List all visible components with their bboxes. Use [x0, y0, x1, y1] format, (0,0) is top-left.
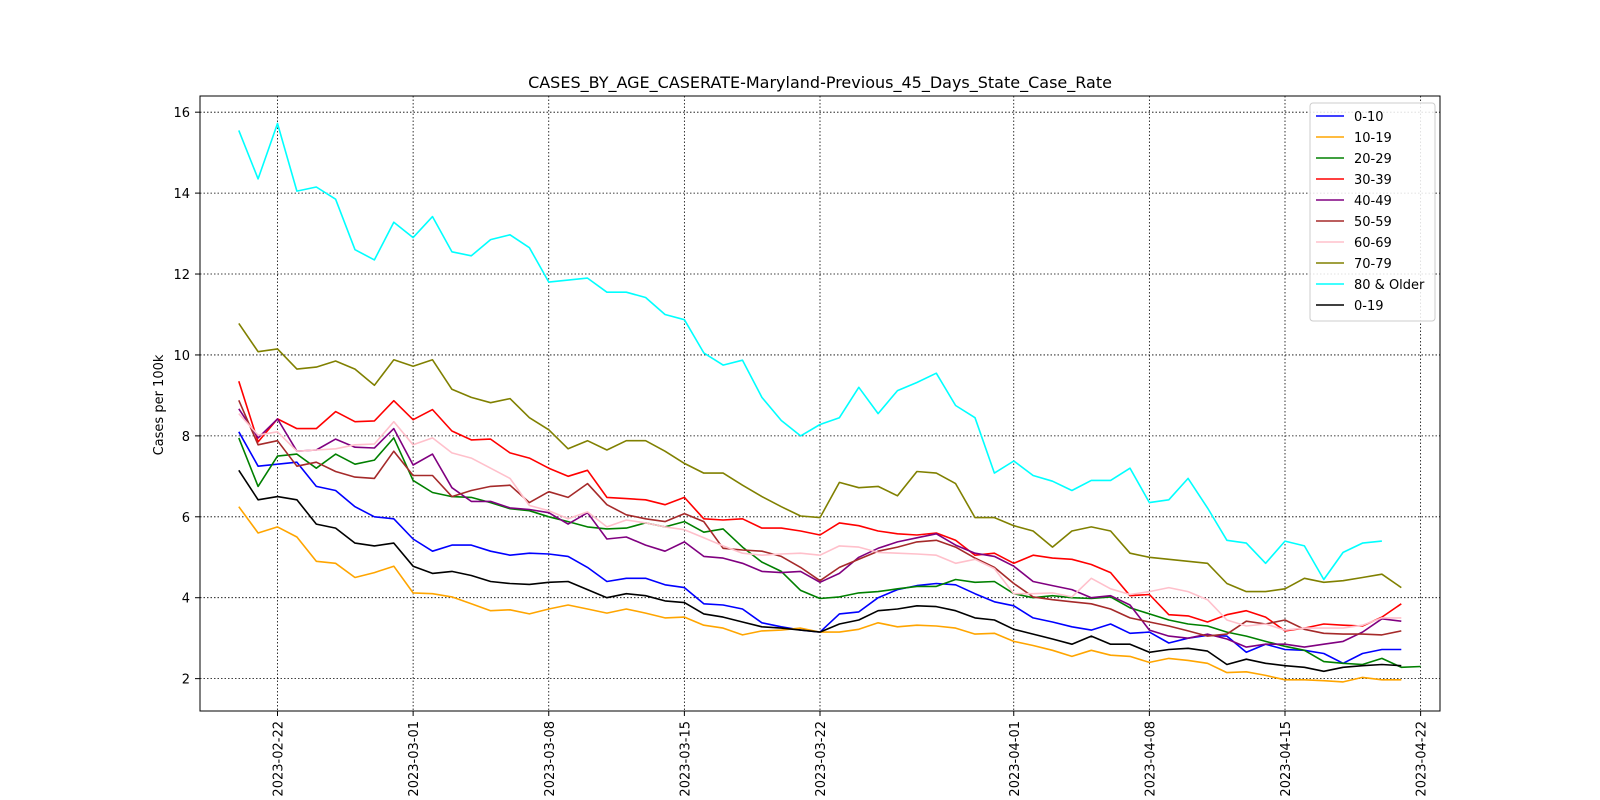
series-line-40-49 — [238, 408, 1402, 648]
legend-label: 40-49 — [1354, 194, 1392, 209]
x-tick-label: 2023-04-15 — [1279, 721, 1294, 797]
legend-label: 30-39 — [1354, 173, 1392, 188]
axes: 2 4 6 8 10 12 14 16 2023-02-22 2023-03-01 2023-03-… — [173, 106, 1429, 796]
x-tick-label: 2023-04-08 — [1143, 721, 1158, 797]
legend-label: 50-59 — [1354, 215, 1392, 230]
chart-title: CASES_BY_AGE_CASERATE-Maryland-Previous_… — [528, 73, 1112, 93]
y-tick-label: 2 — [182, 673, 190, 688]
series-line-30-39 — [238, 380, 1402, 632]
legend-label: 0-19 — [1354, 299, 1384, 314]
series-line-50-59 — [238, 399, 1402, 637]
y-tick-label: 8 — [182, 430, 190, 445]
legend-label: 10-19 — [1354, 131, 1392, 146]
series-line-0-19 — [238, 469, 1402, 673]
legend-label: 20-29 — [1354, 152, 1392, 167]
legend-label: 70-79 — [1354, 257, 1392, 272]
x-tick-label: 2023-04-22 — [1415, 721, 1430, 797]
y-tick-label: 14 — [173, 187, 190, 202]
legend: 0-10 10-19 20-29 30-39 40-49 50-59 60-69 70-79 8… — [1309, 102, 1436, 322]
y-axis-label: Cases per 100k — [152, 354, 167, 455]
x-tick-label: 2023-03-22 — [814, 721, 829, 797]
y-tick-label: 4 — [182, 592, 190, 607]
x-tick-label: 2023-03-08 — [543, 721, 558, 797]
y-tick-label: 16 — [173, 106, 190, 121]
legend-label: 0-10 — [1354, 110, 1384, 125]
series-layer — [238, 122, 1421, 683]
y-tick-label: 12 — [173, 268, 190, 283]
x-tick-label: 2023-03-01 — [407, 721, 422, 797]
x-tick-label: 2023-02-22 — [272, 721, 287, 797]
x-tick-label: 2023-03-15 — [678, 721, 693, 797]
legend-label: 60-69 — [1354, 236, 1392, 251]
series-line-70-79 — [238, 322, 1402, 593]
series-line-20-29 — [238, 437, 1421, 669]
legend-label: 80 & Older — [1354, 278, 1425, 293]
y-tick-label: 6 — [182, 511, 190, 526]
x-tick-label: 2023-04-01 — [1008, 721, 1023, 797]
series-line-60-69 — [238, 413, 1402, 631]
y-tick-label: 10 — [173, 349, 190, 364]
series-line-80-older — [238, 122, 1382, 581]
